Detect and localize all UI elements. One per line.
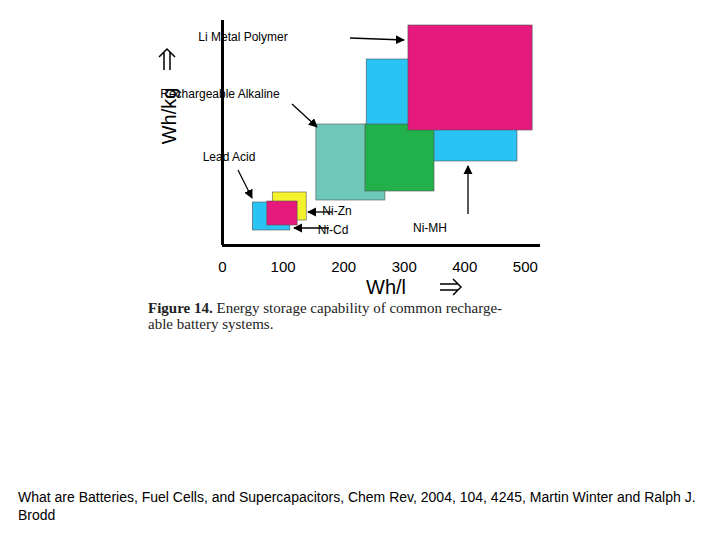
svg-text:Wh/l: Wh/l (366, 276, 406, 298)
svg-text:300: 300 (392, 258, 417, 275)
svg-text:Lead Acid: Lead Acid (203, 150, 256, 164)
svg-text:400: 400 (452, 258, 477, 275)
svg-text:Ni-Zn: Ni-Zn (322, 204, 351, 218)
html-text:What are Batteries, Fuel Cells: What are Batteries, Fuel Cells, and Supe… (18, 489, 696, 523)
svg-text:Wh/kg: Wh/kg (158, 88, 180, 145)
html-text:Figure 14. Energy storage capa: Figure 14. Energy storage capability of … (148, 300, 503, 316)
svg-text:Ni-MH: Ni-MH (413, 221, 447, 235)
svg-text:Li Metal Polymer: Li Metal Polymer (198, 30, 287, 44)
svg-text:200: 200 (331, 258, 356, 275)
html-text:able battery systems.: able battery systems. (148, 316, 274, 332)
svg-text:Rechargeable Alkaline: Rechargeable Alkaline (160, 87, 280, 101)
svg-text:0: 0 (218, 258, 226, 275)
svg-text:100: 100 (271, 258, 296, 275)
svg-text:500: 500 (513, 258, 538, 275)
svg-text:Ni-Cd: Ni-Cd (318, 223, 349, 237)
